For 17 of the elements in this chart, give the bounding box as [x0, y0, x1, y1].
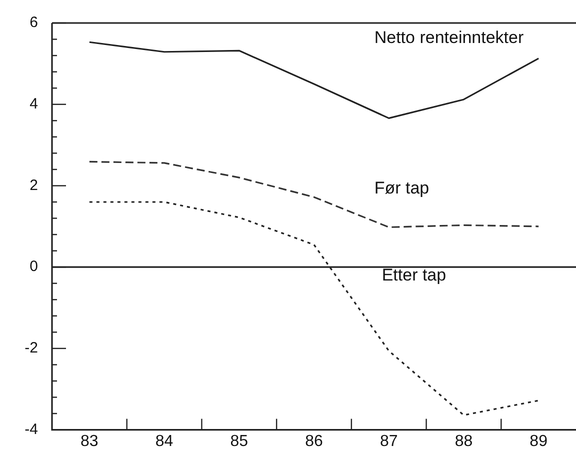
y-tick-label: -4: [24, 420, 38, 438]
x-tick-label: 83: [80, 432, 98, 450]
y-tick-label: 4: [30, 96, 38, 112]
x-tick-label: 85: [230, 432, 248, 450]
y-tick-label: 0: [30, 258, 38, 276]
y-tick-label: -2: [24, 340, 38, 357]
line-series: [88, 160, 540, 228]
y-tick-label: 2: [30, 176, 38, 194]
x-tick-label: 89: [530, 432, 548, 450]
x-tick-label: 86: [305, 432, 323, 450]
x-tick-label: 87: [380, 432, 398, 450]
series-label: Etter tap: [382, 265, 446, 284]
series-label: Netto renteinntekter: [374, 28, 524, 48]
series-label: Før tap: [374, 178, 430, 198]
y-tick-label: 6: [30, 14, 38, 32]
x-tick-label: 84: [155, 432, 174, 450]
x-tick-label: 88: [454, 432, 473, 450]
